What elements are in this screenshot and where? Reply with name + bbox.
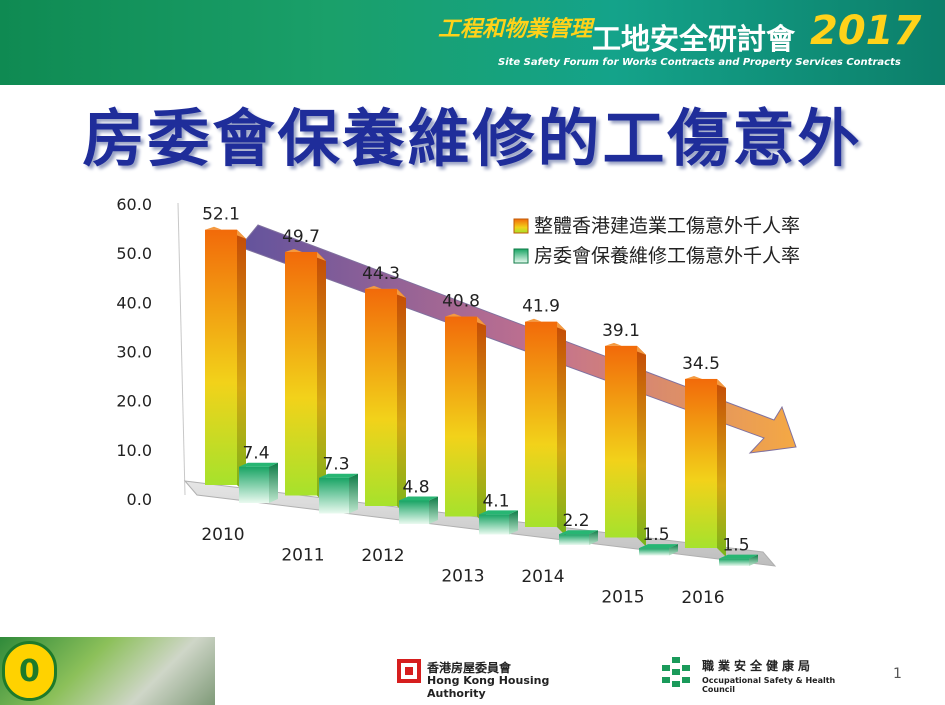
y-tick-label: 20.0 [116, 392, 152, 411]
banner-year: 2017 [810, 8, 922, 54]
banner-prefix: 工程和物業管理 [438, 17, 593, 42]
bar-hkha-side [509, 510, 518, 535]
bar-hkha-top [559, 530, 598, 535]
value-label-total: 39.1 [602, 321, 640, 341]
bar-hkha [559, 534, 589, 545]
oshc-mark-icon [662, 657, 690, 687]
bar-total-side [237, 229, 246, 494]
bar-hkha-top [719, 554, 758, 559]
y-tick-label: 0.0 [127, 490, 152, 509]
legend-label-hkha: 房委會保養維修工傷意外千人率 [534, 245, 800, 267]
trend-arrow [239, 224, 797, 454]
value-label-total: 40.8 [442, 292, 480, 312]
hkha-logo: 香港房屋委員會 Hong Kong Housing Authority [397, 657, 597, 700]
value-label-total: 52.1 [202, 205, 240, 225]
bar-total-top [365, 285, 406, 298]
bar-hkha-top [479, 510, 518, 515]
bar-hkha [399, 500, 429, 524]
header-banner: 工程和物業管理 工地安全研討會 2017 Site Safety Forum f… [0, 0, 945, 85]
oshc-logo: 職業安全健康局 Occupational Safety & Health Cou… [658, 655, 868, 694]
hkha-name-cn: 香港房屋委員會 [427, 661, 512, 675]
y-tick-label: 60.0 [116, 195, 152, 214]
x-tick-label: 2013 [441, 567, 484, 587]
x-tick-label: 2014 [521, 567, 564, 587]
bar-total [605, 345, 637, 538]
bar-total-top [205, 226, 246, 239]
chart-bars [205, 226, 758, 566]
bar-chart: 60.0 50.0 40.0 30.0 20.0 10.0 0.0 52.1 7.4 2010 4… [116, 195, 800, 608]
x-tick-label: 2010 [201, 525, 244, 545]
x-tick-label: 2015 [601, 588, 644, 608]
bar-total-side [637, 345, 646, 547]
bar-total-side [477, 316, 486, 526]
value-label-total: 44.3 [362, 264, 400, 284]
slide-title: 房委會保養維修的工傷意外 [82, 102, 863, 175]
zero-logo-text: 0 [19, 654, 40, 689]
bar-total-side [317, 251, 326, 505]
value-label-hkha: 4.1 [482, 491, 509, 511]
bar-hkha-side [749, 554, 758, 566]
bar-hkha-side [349, 473, 358, 514]
zero-accident-logo: 0 [2, 641, 57, 701]
value-label-hkha: 1.5 [642, 525, 669, 545]
banner-title: 工地安全研討會 [592, 22, 796, 56]
x-tick-label: 2012 [361, 546, 404, 566]
y-tick-label: 10.0 [116, 441, 152, 460]
bar-total [205, 229, 237, 485]
oshc-name-cn: 職業安全健康局 [702, 659, 815, 673]
bar-hkha-side [429, 496, 438, 524]
bar-total [685, 378, 717, 548]
bar-hkha-top [399, 496, 438, 501]
bar-total [285, 251, 317, 496]
bar-hkha-top [639, 544, 678, 549]
bar-hkha [239, 466, 269, 503]
y-tick-label: 30.0 [116, 343, 152, 362]
bar-hkha [319, 477, 349, 514]
bar-total [365, 288, 397, 506]
bar-total-side [717, 378, 726, 557]
banner-subtitle: Site Safety Forum for Works Contracts an… [498, 57, 901, 68]
bar-total [445, 316, 477, 517]
bar-total [525, 321, 557, 527]
bar-hkha [719, 558, 749, 566]
y-tick-label: 40.0 [116, 293, 152, 312]
hkha-name-en: Hong Kong Housing Authority [427, 674, 550, 700]
bar-total-side [397, 288, 406, 515]
x-tick-label: 2016 [681, 588, 724, 608]
bar-hkha-side [269, 462, 278, 503]
value-label-hkha: 7.3 [322, 455, 349, 475]
hkha-mark-icon [397, 659, 421, 683]
legend-label-total: 整體香港建造業工傷意外千人率 [534, 215, 800, 237]
y-tick-label: 50.0 [116, 244, 152, 263]
bar-hkha [639, 548, 669, 556]
page-number: 1 [893, 666, 902, 682]
chart-labels: 52.1 7.4 2010 49.7 7.3 2011 44.3 4.8 2012 40.8 4.1… [201, 205, 749, 608]
chart-axes: 60.0 50.0 40.0 30.0 20.0 10.0 0.0 [116, 195, 186, 509]
bar-hkha-side [669, 544, 678, 556]
value-label-total: 49.7 [282, 227, 320, 247]
y-axis-line [177, 202, 186, 496]
bar-hkha-top [239, 462, 278, 467]
value-label-hkha: 4.8 [402, 477, 429, 497]
x-tick-label: 2011 [281, 546, 324, 566]
legend-swatch-total [513, 218, 529, 234]
bar-hkha-side [589, 530, 598, 545]
value-label-hkha: 7.4 [242, 444, 269, 464]
value-label-hkha: 1.5 [722, 536, 749, 556]
bar-hkha-top [319, 473, 358, 478]
value-label-hkha: 2.2 [562, 511, 589, 531]
trend-arrow-shape [239, 224, 797, 454]
legend-swatch-hkha [513, 248, 529, 264]
value-label-total: 34.5 [682, 354, 720, 374]
value-label-total: 41.9 [522, 297, 560, 317]
bar-hkha [479, 514, 509, 535]
oshc-name-en: Occupational Safety & Health Council [702, 676, 836, 694]
bar-total-side [557, 321, 566, 536]
